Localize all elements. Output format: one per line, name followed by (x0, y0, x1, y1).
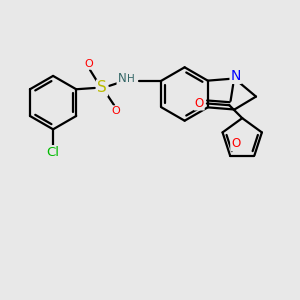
Text: N: N (118, 72, 126, 85)
Text: O: O (231, 137, 240, 151)
Text: O: O (84, 59, 93, 69)
Text: N: N (231, 69, 241, 83)
Text: H: H (128, 74, 135, 84)
Text: Cl: Cl (46, 146, 60, 159)
Text: O: O (194, 97, 204, 110)
Text: S: S (97, 80, 107, 95)
Text: O: O (112, 106, 120, 116)
